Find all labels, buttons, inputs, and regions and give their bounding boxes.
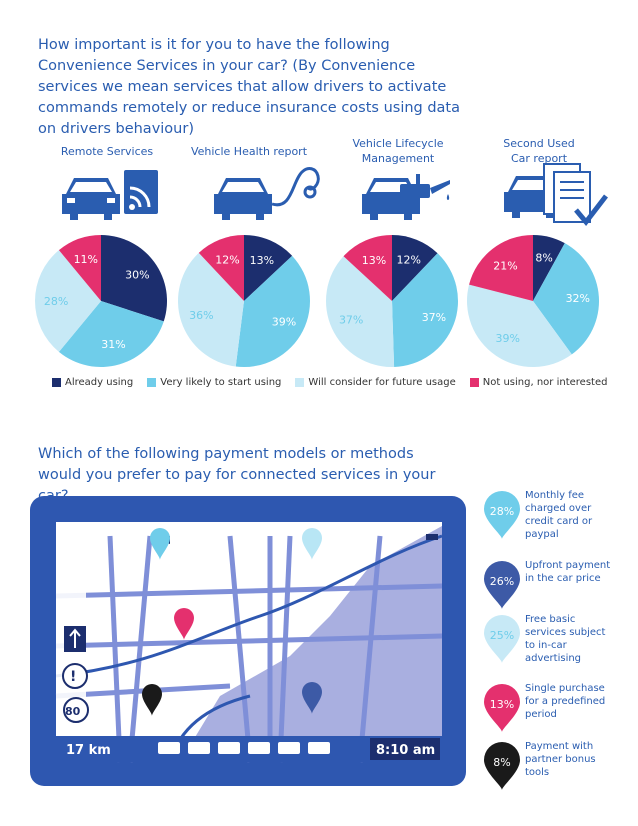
tablet-distance: 17 km [66,743,111,758]
car-health-icon [214,167,320,220]
car-report-icon [504,163,608,226]
payment-value: 26% [490,575,514,588]
pie-title-second-used-line1: Second Used [503,137,575,150]
payment-label: Upfront payment in the car price [525,560,611,584]
pie-data-label: 12% [215,253,239,266]
pie-data-label: 12% [396,253,420,266]
pie-slice-already [392,235,438,301]
pie-slice-consider [35,250,101,352]
payment-item: 25% Free basic services subject to in-car… [482,613,632,667]
pie-data-label: 13% [250,254,274,267]
pie-slice-not-using [469,235,533,301]
payment-pin-icon: 13% [484,684,520,732]
legend-item-very-likely: Very likely to start using [147,377,281,388]
pie-title-second-used-line2: Car report [510,152,568,165]
pie-data-label: 11% [74,253,98,266]
payment-value: 28% [490,505,514,518]
pie-slice-very-likely [58,301,164,367]
pie-slice-already [101,235,167,322]
pie-data-label: 21% [493,260,517,273]
legend-label: Will consider for future usage [308,377,456,388]
pie-data-label: 39% [272,315,296,328]
legend: Already using Very likely to start using… [52,377,612,388]
pie-slice-not-using [198,235,244,301]
legend-swatch [469,378,479,387]
payment-value: 13% [490,698,514,711]
payment-pin-shape [484,615,520,663]
pie-slice-consider [326,256,395,367]
legend-label: Not using, nor interested [482,377,608,388]
pie-slice-very-likely [392,253,458,367]
pie-data-label: 28% [44,295,68,308]
pie-data-label: 30% [125,269,149,282]
pie-data-label: 37% [339,314,363,327]
pie-vehicle-health: 13% 39% 36% 12% [178,235,310,367]
legend-item-consider: Will consider for future usage [295,377,456,388]
pie-slice-not-using [343,235,392,301]
pie-remote-services: 30% 31% 28% 11% [35,235,167,367]
legend-label: Very likely to start using [160,377,282,388]
pie-slice-consider [178,252,244,367]
legend-item-not-using: Not using, nor interested [469,377,608,388]
legend-item-already: Already using [52,377,133,388]
payment-label: Monthly fee charged over credit card or … [525,490,593,540]
payment-pin-icon: 26% [484,561,520,609]
tablet-time: 8:10 am [376,743,435,758]
pie-title-second-used: Second Used Car report [464,136,614,166]
car-lifecycle-icon [362,174,450,220]
legend-label: Already using [65,377,134,388]
payment-item: 8% Payment with partner bonus tools [482,740,632,794]
pie-data-label: 36% [189,309,213,322]
pie-slice-already [533,235,565,301]
legend-swatch [147,378,157,387]
question-1: How important is it for you to have the … [38,37,461,137]
pie-second-used-car: 8% 32% 39% 21% [467,235,599,367]
pie-data-label: 13% [362,254,386,267]
payment-pin-icon: 8% [484,742,520,790]
pie-slice-already [244,235,293,301]
payment-pin-icon: 25% [484,615,520,663]
payment-pin-shape [484,742,520,790]
pie-title-lifecycle-line2: Management [361,152,435,165]
payment-label: Single purchase for a predefined period [525,683,606,720]
pie-vehicle-lifecycle: 12% 37% 37% 13% [326,235,458,367]
car-remote-icon [62,170,158,220]
payment-value: 25% [490,629,514,642]
payment-item: 28% Monthly fee charged over credit card … [482,489,632,543]
tablet-speed-limit: 80 [65,705,81,718]
pie-title-lifecycle-line1: Vehicle Lifecycle [352,137,444,150]
payment-pin-icon: 28% [484,491,520,539]
pie-data-label: 32% [566,292,590,305]
payment-pin-shape [484,684,520,732]
pie-data-label: 8% [535,252,552,265]
navigation-tablet-illustration: 17 km 8:10 am ! 80 [30,496,466,786]
payment-item: 13% Single purchase for a predefined peri… [482,682,632,736]
legend-swatch [295,378,305,387]
payment-value: 8% [493,756,510,769]
pie-title-remote-services: Remote Services [60,145,154,158]
legend-swatch [52,378,61,387]
payment-pin-shape [484,491,520,539]
payment-label: Free basic services subject to in-car ad… [525,614,606,664]
payment-pin-shape [484,561,520,609]
pie-slice-very-likely [533,243,599,355]
pie-slice-consider [467,284,572,367]
tablet-warning: ! [70,669,76,685]
pie-title-lifecycle: Vehicle Lifecycle Management [323,136,473,166]
pie-data-label: 37% [422,311,446,324]
payment-label: Payment with partner bonus tools [525,741,596,778]
pie-slice-not-using [58,235,101,301]
pie-data-label: 39% [496,332,520,345]
payment-item: 26% Upfront payment in the car price [482,559,632,613]
pie-slice-very-likely [235,255,310,367]
pie-data-label: 31% [101,338,125,351]
pie-title-vehicle-health: Vehicle Health report [190,145,308,158]
